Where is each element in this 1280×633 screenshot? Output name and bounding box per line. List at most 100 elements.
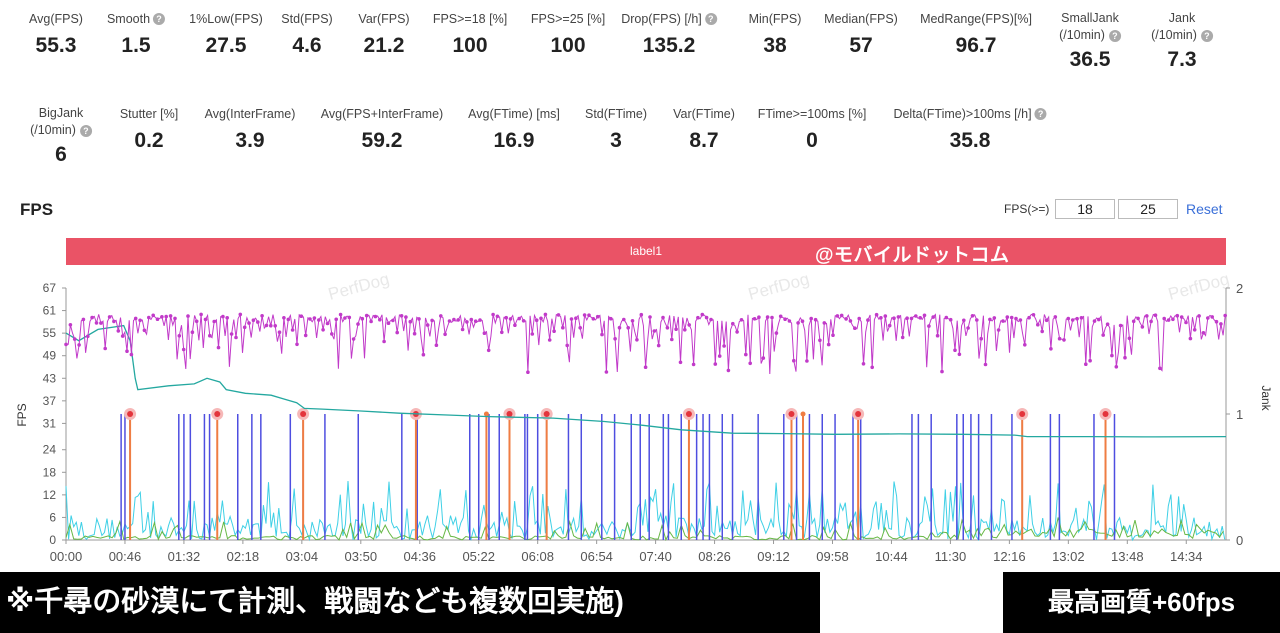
x-tick-label: 05:22 [462, 549, 495, 564]
fps-point [408, 319, 413, 324]
fps-point [796, 321, 800, 325]
stat-label-text: Stutter [%] [119, 107, 179, 121]
fps-point [160, 315, 164, 319]
fps-threshold-input-2[interactable] [1118, 199, 1178, 219]
fps-point [1197, 314, 1201, 318]
fps-point [456, 318, 461, 322]
fps-point [809, 316, 813, 321]
fps-point [547, 338, 552, 342]
fps-point [242, 325, 247, 330]
fps-point [866, 318, 870, 322]
fps-point [687, 323, 691, 327]
fps-point [1145, 314, 1149, 318]
label-bar[interactable]: label1 [66, 238, 1226, 265]
fps-point [1188, 336, 1193, 341]
fps-point [439, 314, 443, 318]
help-icon[interactable]: ? [1108, 30, 1121, 42]
stat-label-text: Std(FPS) [281, 12, 333, 26]
stats-row-1: Avg(FPS) 55.3 Smooth? 1.5 1%Low(FPS) 27.5 Std(… [0, 10, 1280, 90]
fps-point [343, 316, 347, 320]
fps-point [569, 317, 574, 321]
fps-point [530, 332, 535, 336]
fps-point [1040, 329, 1044, 334]
stat-value: 16.9 [493, 129, 535, 152]
help-icon[interactable]: ? [153, 13, 166, 25]
stat-value: 36.5 [1069, 48, 1111, 71]
chart-title: FPS [20, 200, 54, 219]
fps-point [264, 323, 269, 328]
fps-point [704, 315, 709, 320]
fps-point [508, 317, 513, 321]
stat-label-text: FPS>=25 [%] [530, 12, 606, 26]
fps-point [792, 358, 796, 363]
stat-label: Delta(FTime)>100ms [/h]? [893, 105, 1047, 123]
fps-point [208, 333, 212, 338]
fps-point [962, 318, 966, 323]
stat-label-line1: SmallJank [1061, 11, 1119, 25]
stat-label: Avg(FTime) [ms] [468, 105, 560, 123]
fps-point [77, 343, 81, 347]
stat-label: Var(FPS) [358, 10, 409, 28]
stat-label: Avg(FPS+InterFrame) [321, 105, 443, 123]
fps-point [1158, 366, 1162, 371]
stat-label-text: Delta(FTime)>100ms [/h] [893, 107, 1032, 121]
fps-point [469, 317, 474, 322]
help-icon[interactable]: ? [1034, 108, 1047, 120]
fps-point [1131, 319, 1136, 324]
y-tick-label: 55 [43, 326, 57, 340]
stat-fps-25: FPS>=25 [%] 100 [531, 10, 605, 58]
stat-smooth: Smooth? 1.5 [107, 10, 166, 58]
y2-tick-label: 2 [1236, 281, 1243, 296]
stat-value: 0.2 [134, 129, 164, 152]
x-tick-label: 06:54 [580, 549, 613, 564]
stat-label: SmallJank (/10min)? [1059, 10, 1121, 44]
fps-point [495, 314, 500, 319]
stat-medrange-fps: MedRange(FPS)[%] 96.7 [920, 10, 1032, 58]
fps-point [138, 318, 142, 323]
reset-button[interactable]: Reset [1186, 201, 1223, 217]
stat-label-line1: BigJank [38, 106, 84, 120]
help-icon[interactable]: ? [79, 125, 92, 137]
stat-var-ftime: Var(FTime) 8.7 [673, 105, 735, 153]
x-tick-label: 13:02 [1052, 549, 1085, 564]
x-tick-label: 03:04 [286, 549, 319, 564]
fps-point [330, 332, 334, 336]
fps-point [970, 314, 975, 318]
fps-point [822, 321, 827, 325]
interframe-series-line [65, 480, 1226, 542]
avg-fps-series-line [65, 324, 1227, 438]
x-tick-label: 07:40 [639, 549, 672, 564]
fps-point [1162, 316, 1166, 321]
y-axis-title: FPS [15, 403, 29, 426]
stat-label: MedRange(FPS)[%] [920, 10, 1032, 28]
bigjank-marker [1019, 411, 1026, 417]
fps-point [116, 329, 121, 333]
fps-threshold-input-1[interactable] [1055, 199, 1115, 219]
help-icon[interactable]: ? [704, 13, 717, 25]
fps-point [966, 326, 970, 330]
y-tick-label: 6 [49, 510, 56, 524]
fps-point [112, 319, 116, 324]
fps-point [378, 317, 382, 322]
fps-point [1031, 313, 1036, 317]
fps-point [356, 322, 360, 326]
stat-value: 59.2 [361, 129, 403, 152]
fps-point [748, 361, 752, 366]
fps-point [269, 323, 273, 328]
fps-point [1079, 316, 1084, 320]
help-icon[interactable]: ? [1200, 30, 1213, 42]
stat-avg-ftime-ms: Avg(FTime) [ms] 16.9 [468, 105, 560, 153]
fps-point [587, 313, 591, 318]
stat-label-line2: (/10min)? [30, 122, 92, 139]
stat-label: Std(FPS) [281, 10, 332, 28]
stat-ftime-100ms: FTime>=100ms [%] 0 [758, 105, 867, 153]
fps-point [561, 325, 565, 330]
fps-point [552, 329, 556, 334]
fps-point [752, 317, 757, 321]
fps-point [739, 318, 744, 322]
fps-point [900, 335, 905, 340]
fps-point [1062, 338, 1066, 342]
fps-point [996, 328, 1001, 332]
fps-point [194, 319, 199, 324]
